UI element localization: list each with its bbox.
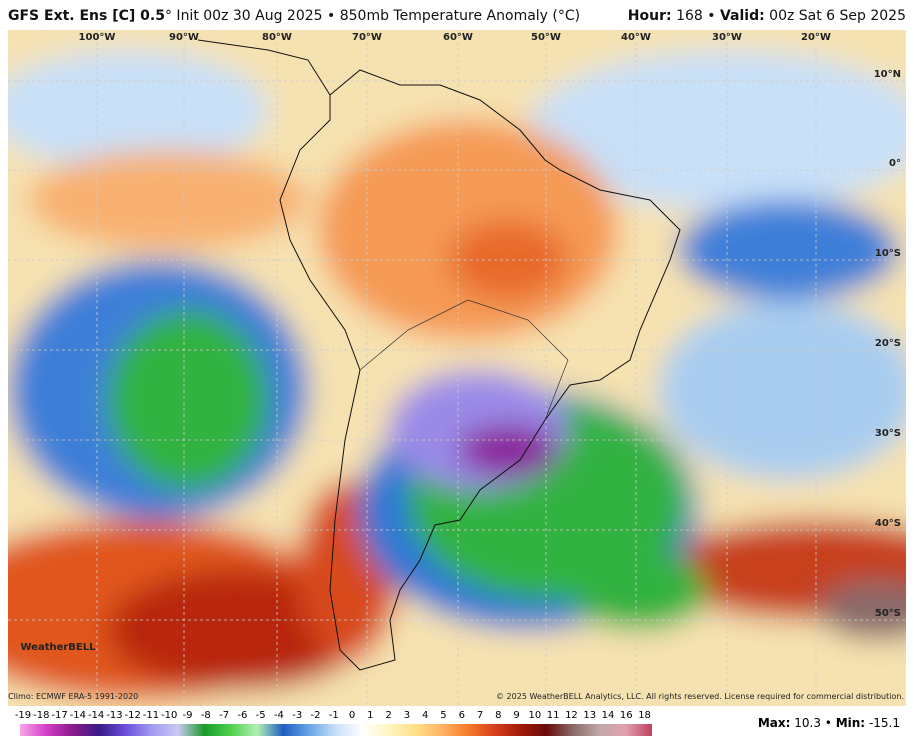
scale-label: 13 — [583, 710, 597, 721]
border — [359, 299, 569, 421]
min-label: Min: — [835, 716, 866, 730]
max-min: Max: 10.3 • Min: -15.1 — [758, 716, 900, 730]
scale-label: 9 — [513, 710, 520, 721]
color-scale — [20, 724, 652, 736]
hour-label: Hour: — [627, 8, 672, 24]
longitude-label: 70°W — [352, 32, 382, 43]
scale-label: 2 — [385, 710, 392, 721]
scale-label: -13 — [106, 710, 123, 721]
scale-label: -8 — [200, 710, 211, 721]
longitude-label: 80°W — [262, 32, 292, 43]
max-label: Max: — [757, 716, 791, 730]
scale-label: -12 — [124, 710, 141, 721]
scale-label: -2 — [310, 710, 321, 721]
scale-label: -10 — [161, 710, 178, 721]
scale-label: 10 — [528, 710, 542, 721]
valid-time: Hour: 168 • Valid: 00z Sat 6 Sep 2025 — [628, 8, 906, 30]
latitude-label: 10°N — [874, 69, 901, 80]
longitude-label: 100°W — [79, 32, 116, 43]
scale-label: -3 — [292, 710, 303, 721]
latitude-label: 10°S — [875, 248, 901, 259]
scale-label: 0 — [348, 710, 356, 721]
title-rest: ° Init 00z 30 Aug 2025 • 850mb Temperatu… — [164, 8, 581, 24]
latitude-label: 0° — [889, 158, 901, 169]
latitude-label: 30°S — [875, 428, 901, 439]
scale-label: -1 — [328, 710, 339, 721]
scale-label: 12 — [565, 710, 578, 721]
scale-label: 1 — [367, 710, 374, 721]
scale-label: -18 — [33, 710, 50, 721]
logo: WeatherBELL — [20, 642, 96, 653]
scale-label: 16 — [619, 710, 633, 721]
scale-label: -14 — [69, 710, 87, 721]
scale-label: 3 — [403, 710, 411, 721]
hour: 168 — [676, 8, 703, 24]
scale-label: 7 — [476, 710, 484, 721]
scale-label: -11 — [142, 710, 160, 721]
longitude-label: 40°W — [621, 32, 651, 43]
scale-label: -6 — [237, 710, 248, 721]
scale-label: -7 — [219, 710, 230, 721]
scale-label: -9 — [182, 710, 193, 721]
climo: Climo: ECMWF ERA-5 1991-2020 — [8, 692, 139, 701]
separator: • — [707, 8, 716, 24]
copyright: © 2025 WeatherBELL Analytics, LLC. All r… — [496, 692, 904, 701]
min: -15.1 — [868, 716, 900, 730]
valid-label: Valid: — [719, 8, 765, 24]
scale-label: 11 — [546, 710, 560, 721]
scale-label: -17 — [51, 710, 68, 721]
latitude-label: 50°S — [875, 608, 901, 619]
longitude-label: 20°W — [801, 32, 831, 43]
scale-label: -4 — [273, 710, 284, 721]
longitude-label: 60°W — [443, 32, 473, 43]
scale-label: 8 — [495, 710, 502, 721]
scale-labels: -19 -18 -17 -14 -14 -13 -12 -11 -10 -9 -8 -7 -6 -5 -4-… — [14, 710, 654, 721]
header: GFS Ext. Ens [C] 0.5° Init 00z 30 Aug 20… — [8, 8, 906, 30]
longitude-label: 50°W — [531, 32, 561, 43]
scale-label: 5 — [440, 710, 447, 721]
scale-label: -19 — [14, 710, 32, 721]
latitude-label: 40°S — [875, 518, 901, 529]
separator: • — [824, 716, 832, 730]
scale-label: 6 — [458, 710, 465, 721]
title: GFS Ext. Ens [C] 0.5° Init 00z 30 Aug 20… — [8, 8, 580, 30]
scale-label: 14 — [601, 710, 615, 721]
scale-label: 18 — [638, 710, 651, 721]
longitude-label: 30°W — [712, 32, 742, 43]
title-bold: GFS Ext. Ens [C] 0.5 — [8, 8, 165, 24]
max: 10.3 — [794, 716, 821, 730]
latitude-label: 20°S — [875, 338, 901, 349]
graticule — [8, 30, 906, 706]
valid: 00z Sat 6 Sep 2025 — [769, 8, 906, 24]
scale-label: -14 — [87, 710, 105, 721]
longitude-label: 90°W — [169, 32, 199, 43]
map: 100°W 90°W 80°W 70°W 60°W 50°W 40°W 30°W 20°W 10°… — [8, 30, 906, 706]
scale-label: 4 — [422, 710, 429, 721]
anomaly-field — [8, 30, 906, 706]
scale-label: -5 — [255, 710, 266, 721]
coastline — [197, 39, 681, 671]
